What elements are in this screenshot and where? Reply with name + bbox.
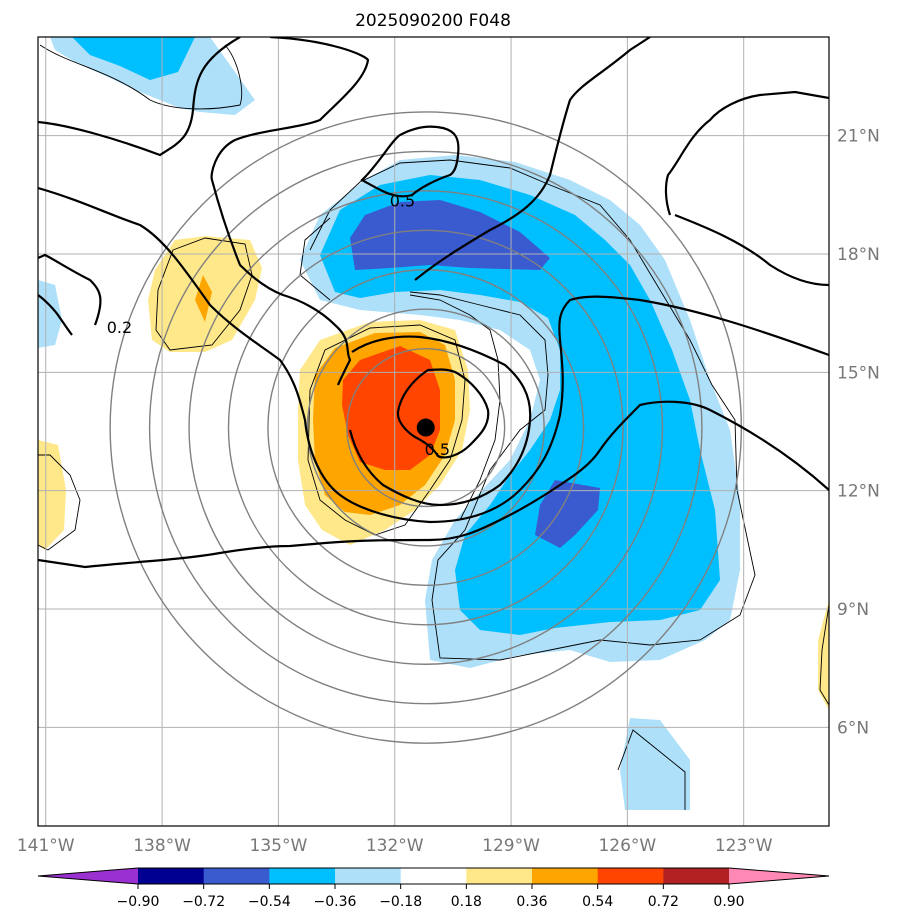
lon-tick-label: 138°W xyxy=(133,836,191,856)
colorbar-tick-label: 0.90 xyxy=(713,894,744,910)
outline-north xyxy=(39,44,243,110)
contour-lines xyxy=(38,37,829,569)
shade-dark-blue-north xyxy=(350,200,550,270)
contour-north-05 xyxy=(360,125,460,198)
colorbar-box xyxy=(269,868,336,884)
outline-south xyxy=(617,729,686,810)
latitude-ticks: 21°N 18°N 15°N 12°N 9°N 6°N xyxy=(837,127,880,739)
shade-yellow-west xyxy=(38,440,66,550)
contour-label: 0 xyxy=(828,274,838,293)
chart-title: 2025090200 F048 xyxy=(355,11,511,31)
outline-main xyxy=(309,159,756,661)
outline-core xyxy=(307,324,466,536)
colorbar-tick-label: −0.54 xyxy=(248,894,291,910)
contour-inner-ring xyxy=(348,335,532,507)
contour-west-02 xyxy=(38,253,102,336)
range-ring xyxy=(306,308,545,547)
outline-east xyxy=(819,604,829,706)
contour-label: 0.2 xyxy=(107,318,132,337)
outline-inner xyxy=(299,217,501,521)
lon-tick-label: 129°W xyxy=(482,836,540,856)
colorbar-tick-label: 0.54 xyxy=(582,894,613,910)
range-ring xyxy=(346,347,506,508)
shade-dark-blue-se xyxy=(535,480,600,548)
contour-label: 0.5 xyxy=(390,192,415,211)
colorbar-tick-label: −0.90 xyxy=(117,894,160,910)
lat-tick-label: 9°N xyxy=(837,600,869,620)
colorbar-box xyxy=(138,868,205,884)
lon-tick-label: 126°W xyxy=(598,836,656,856)
colorbar-tick-label: −0.18 xyxy=(379,894,422,910)
range-ring xyxy=(227,229,624,626)
colorbar: −0.90 −0.72 −0.54 −0.36 −0.18 0.18 0.36 0.54 0.7… xyxy=(37,867,830,910)
shade-red-core xyxy=(342,346,440,470)
colorbar-extend-min xyxy=(38,868,138,884)
colorbar-box xyxy=(466,868,533,884)
colorbar-box xyxy=(203,868,270,884)
colorbar-box xyxy=(532,868,599,884)
shade-light-blue-south xyxy=(620,718,690,810)
shade-blue-main xyxy=(320,175,720,635)
shade-orange-nw xyxy=(195,275,212,322)
colorbar-tick-label: 0.72 xyxy=(648,894,679,910)
gridlines xyxy=(38,37,829,826)
plot-area: 0.5 0.2 0.5 0 xyxy=(38,37,838,826)
shade-outlines xyxy=(38,44,829,810)
lat-tick-label: 12°N xyxy=(837,482,880,502)
contour-east xyxy=(664,90,829,216)
shade-blue-north xyxy=(72,37,195,80)
contour-south xyxy=(38,400,829,569)
contour-west xyxy=(38,186,829,524)
outline-nw xyxy=(155,237,253,351)
contour-label: 0.5 xyxy=(425,440,450,459)
contour-labels: 0.5 0.2 0.5 0 xyxy=(107,192,838,460)
range-ring xyxy=(148,150,703,705)
outline-west xyxy=(38,454,81,551)
colorbar-tick-label: 0.18 xyxy=(451,894,482,910)
lat-tick-label: 6°N xyxy=(837,718,869,738)
colorbar-tick-label: −0.36 xyxy=(314,894,357,910)
contour-ne xyxy=(414,37,651,281)
lon-tick-label: 135°W xyxy=(250,836,308,856)
shaded-anomalies xyxy=(38,37,829,810)
longitude-ticks: 141°W 138°W 135°W 132°W 129°W 126°W 123°W xyxy=(17,836,773,856)
colorbar-box xyxy=(663,868,730,884)
colorbar-box xyxy=(400,868,467,884)
storm-center-marker xyxy=(416,418,435,437)
lat-tick-label: 15°N xyxy=(837,363,880,383)
range-ring xyxy=(267,269,585,587)
colorbar-tick-label: −0.72 xyxy=(182,894,225,910)
contour-center-north xyxy=(210,37,370,386)
lat-tick-label: 21°N xyxy=(837,127,880,147)
colorbar-box xyxy=(335,868,402,884)
axes-frame xyxy=(37,36,830,827)
range-ring xyxy=(188,190,664,665)
contour-core-05 xyxy=(396,368,490,459)
lon-tick-label: 141°W xyxy=(17,836,75,856)
contour-east-0 xyxy=(674,213,829,287)
range-rings xyxy=(109,111,743,744)
colorbar-extend-max xyxy=(729,868,829,884)
contour-top-left xyxy=(38,37,241,157)
lon-tick-label: 123°W xyxy=(715,836,773,856)
colorbar-box xyxy=(597,868,664,884)
lon-tick-label: 132°W xyxy=(366,836,424,856)
shade-light-blue-west xyxy=(38,280,62,348)
lat-tick-label: 18°N xyxy=(837,245,880,265)
colorbar-tick-label: 0.36 xyxy=(516,894,547,910)
